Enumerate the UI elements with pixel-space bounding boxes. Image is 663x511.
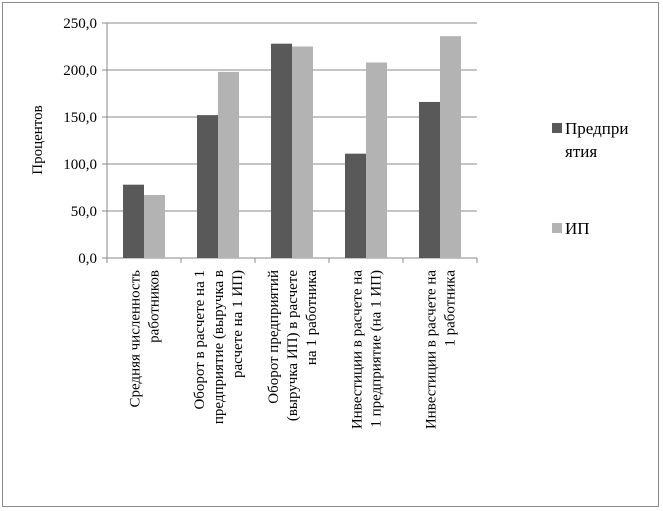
y-tick-label: 150,0: [63, 110, 97, 126]
bar-series-2: [292, 46, 313, 258]
bar-series-1: [197, 115, 218, 259]
bar-series-1: [419, 101, 440, 259]
x-tick-labels: Средняя численность работников Оборот в ра…: [128, 270, 459, 429]
y-axis-label: Процентов: [30, 105, 46, 175]
y-tick-labels: 0,0 50,0 100,0 150,0 200,0 250,0: [63, 16, 97, 267]
legend: Предпри ятия ИП: [552, 119, 628, 238]
x-tick-label: 1 работника: [443, 270, 459, 347]
x-tick-label: работников: [147, 270, 163, 343]
x-tick-label: расчете на 1 ИП): [230, 270, 246, 378]
bar-series-1: [271, 43, 292, 259]
y-tick-label: 50,0: [71, 204, 97, 220]
legend-label: ИП: [565, 219, 590, 238]
bar-series-2: [366, 62, 387, 259]
legend-swatch: [552, 223, 562, 233]
y-tick-label: 0,0: [78, 251, 97, 267]
x-tick-label: Инвестиции в расчете на: [350, 270, 366, 429]
x-tick-label: Оборот предприятий: [266, 270, 282, 404]
bars: [123, 36, 461, 259]
x-tick-label: Оборот в расчете на 1: [192, 270, 208, 410]
x-tick-label: на 1 работника: [304, 270, 320, 365]
bar-series-2: [440, 36, 461, 258]
bar-series-2: [218, 71, 239, 258]
x-tick-label: предприятие (выручка в: [211, 270, 227, 424]
y-tick-label: 250,0: [63, 16, 97, 32]
legend-swatch: [552, 123, 562, 133]
x-tick-label: Средняя численность: [128, 270, 144, 408]
y-tick-label: 100,0: [63, 157, 97, 173]
legend-label: Предпри: [565, 119, 628, 138]
chart-frame: [2, 2, 659, 507]
bar-series-1: [123, 184, 144, 258]
x-tick-label: (выручка ИП) в расчете: [285, 270, 301, 421]
legend-label: ятия: [565, 142, 597, 161]
bar-series-2: [144, 195, 165, 258]
bar-series-1: [345, 153, 366, 258]
x-tick-label: Инвестиции в расчете на: [424, 270, 440, 429]
y-tick-label: 200,0: [63, 63, 97, 79]
x-tick-label: 1 предприятие (на 1 ИП): [369, 270, 385, 428]
